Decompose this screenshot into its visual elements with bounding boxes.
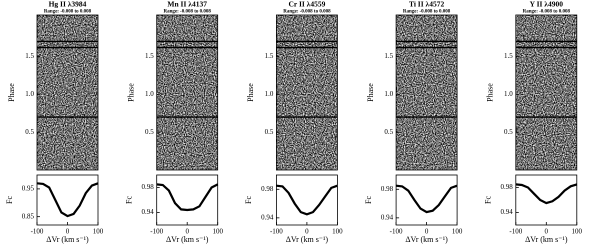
x-tick-label: 0 [425, 228, 429, 236]
profile-frame [275, 174, 338, 226]
y-tick-label: 0.98 [141, 183, 154, 191]
phase-axis-label: Phase [366, 83, 375, 102]
phase-axis-label: Phase [486, 83, 495, 102]
y-axis-label: Fc [125, 196, 134, 204]
panel-title: Cr II λ4559 [288, 0, 325, 9]
profile-line [156, 183, 219, 212]
spectrum-image [515, 15, 577, 170]
profile-frame [36, 174, 99, 226]
spectrum-frame [515, 14, 578, 171]
x-tick-label: -100 [509, 228, 522, 236]
y-tick-label: 0.94 [261, 213, 274, 221]
phase-tick-label: 1.0 [504, 90, 513, 98]
x-tick-label: -100 [390, 228, 403, 236]
x-tick-label: 100 [572, 228, 583, 236]
phase-axis-label: Phase [127, 83, 136, 102]
panel-subtitle: Range: -0.008 to 0.008 [164, 10, 212, 15]
x-axis-label: ΔVr (km s⁻¹) [46, 235, 89, 244]
x-tick-label: 100 [452, 228, 463, 236]
panel-subtitle: Range: -0.008 to 0.008 [403, 10, 451, 15]
profile-line [515, 183, 578, 205]
x-tick-label: 0 [545, 228, 549, 236]
x-tick-label: 100 [212, 228, 223, 236]
phase-tick-label: 1.5 [25, 52, 34, 60]
phase-tick-label: 1.5 [265, 52, 274, 60]
spectrum-frame [36, 14, 99, 171]
phase-tick-label: 0.5 [145, 128, 154, 136]
phase-tick-label: 1.0 [145, 90, 154, 98]
y-axis-label: Fc [5, 196, 14, 204]
phase-tick-label: 1.5 [504, 52, 513, 60]
spectrum-image [396, 15, 458, 170]
x-tick-label: 0 [66, 228, 70, 236]
x-tick-label: 0 [185, 228, 189, 236]
profile-line [395, 184, 458, 214]
panel-title: Hg II λ3984 [49, 0, 87, 9]
x-tick-label: 100 [93, 228, 104, 236]
profile-frame [395, 174, 458, 226]
x-tick-label: 0 [305, 228, 309, 236]
y-tick-label: 0.94 [141, 208, 154, 216]
phase-tick-label: 0.5 [384, 128, 393, 136]
profile-line [276, 184, 338, 216]
panel-subtitle: Range: -0.008 to 0.008 [283, 10, 331, 15]
y-axis-label: Fc [484, 196, 493, 204]
y-tick-label: 0.94 [501, 208, 514, 216]
phase-tick-label: 1.5 [384, 52, 393, 60]
phase-tick-label: 1.0 [265, 90, 274, 98]
y-tick-label: 0.98 [261, 185, 274, 193]
profile-line [36, 182, 99, 218]
x-axis-label: ΔVr (km s⁻¹) [166, 235, 209, 244]
panel-title: Mn II λ4137 [167, 0, 207, 9]
y-axis-label: Fc [244, 196, 253, 204]
spectrum-frame [156, 14, 219, 171]
x-axis-label: ΔVr (km s⁻¹) [405, 235, 448, 244]
spectrum-image [37, 15, 98, 170]
phase-tick-label: 1.5 [145, 52, 154, 60]
x-axis-label: ΔVr (km s⁻¹) [525, 235, 568, 244]
y-tick-label: 0.95 [22, 184, 35, 192]
phase-tick-label: 0.5 [25, 128, 34, 136]
spectrum-frame [275, 14, 338, 171]
panel-subtitle: Range: -0.008 to 0.008 [44, 10, 92, 15]
y-tick-label: 0.85 [22, 212, 35, 220]
phase-axis-label: Phase [7, 83, 16, 102]
x-tick-label: 100 [332, 228, 343, 236]
y-axis-label: Fc [364, 196, 373, 204]
phase-axis-label: Phase [246, 83, 255, 102]
panel-title: Y II λ4900 [530, 0, 564, 9]
phase-tick-label: 1.0 [384, 90, 393, 98]
x-tick-label: -100 [270, 228, 283, 236]
x-tick-label: -100 [31, 228, 44, 236]
spectrum-image [156, 15, 218, 170]
phase-tick-label: 0.5 [265, 128, 274, 136]
y-tick-label: 0.98 [381, 185, 394, 193]
phase-tick-label: 0.5 [504, 128, 513, 136]
y-tick-label: 0.94 [381, 213, 394, 221]
phase-tick-label: 1.0 [25, 90, 34, 98]
x-tick-label: -100 [150, 228, 163, 236]
panel-title: Ti II λ4572 [409, 0, 444, 9]
panel-subtitle: Range: -0.008 to 0.008 [523, 10, 571, 15]
spectrum-frame [395, 14, 458, 171]
profile-frame [156, 174, 219, 226]
x-axis-label: ΔVr (km s⁻¹) [286, 235, 329, 244]
y-tick-label: 0.98 [501, 183, 514, 191]
profile-frame [515, 174, 578, 226]
spectrum-image [276, 15, 338, 170]
